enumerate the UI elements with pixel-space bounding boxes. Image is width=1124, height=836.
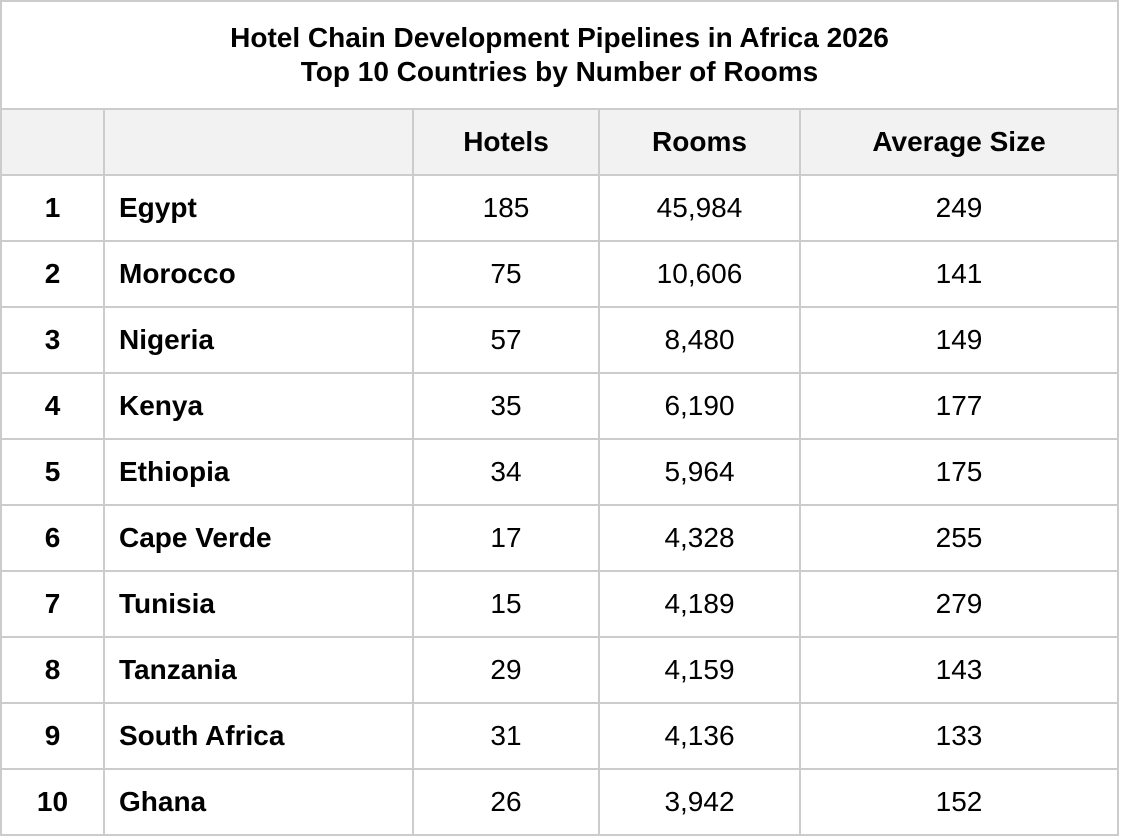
row-rank: 5 <box>0 438 105 506</box>
row-country: Cape Verde <box>103 504 414 572</box>
row-country: Ethiopia <box>103 438 414 506</box>
row-rooms: 3,942 <box>598 768 801 836</box>
table-row: 8 Tanzania 29 4,159 143 <box>0 636 1120 704</box>
table-title-row: Hotel Chain Development Pipelines in Afr… <box>0 0 1120 110</box>
header-hotels: Hotels <box>412 108 600 176</box>
header-country <box>103 108 414 176</box>
row-hotels: 35 <box>412 372 600 440</box>
row-rank: 4 <box>0 372 105 440</box>
row-country: Morocco <box>103 240 414 308</box>
row-country: Tanzania <box>103 636 414 704</box>
title-line-2: Top 10 Countries by Number of Rooms <box>300 56 819 87</box>
row-rank: 6 <box>0 504 105 572</box>
row-rooms: 6,190 <box>598 372 801 440</box>
row-rooms: 10,606 <box>598 240 801 308</box>
table-row: 9 South Africa 31 4,136 133 <box>0 702 1120 770</box>
row-hotels: 185 <box>412 174 600 242</box>
row-country: Ghana <box>103 768 414 836</box>
row-hotels: 75 <box>412 240 600 308</box>
table-row: 5 Ethiopia 34 5,964 175 <box>0 438 1120 506</box>
row-country: Tunisia <box>103 570 414 638</box>
row-rooms: 4,189 <box>598 570 801 638</box>
row-rank: 8 <box>0 636 105 704</box>
row-rank: 7 <box>0 570 105 638</box>
row-average-size: 249 <box>798 174 1120 242</box>
row-average-size: 255 <box>798 504 1120 572</box>
row-average-size: 149 <box>798 306 1120 374</box>
row-rooms: 5,964 <box>598 438 801 506</box>
table-header-row: Hotels Rooms Average Size <box>0 108 1120 176</box>
row-rooms: 4,136 <box>598 702 801 770</box>
header-average-size: Average Size <box>798 108 1120 176</box>
row-hotels: 31 <box>412 702 600 770</box>
row-rank: 3 <box>0 306 105 374</box>
row-average-size: 279 <box>798 570 1120 638</box>
row-country: Egypt <box>103 174 414 242</box>
row-rank: 1 <box>0 174 105 242</box>
row-average-size: 133 <box>798 702 1120 770</box>
table-title: Hotel Chain Development Pipelines in Afr… <box>0 0 1120 110</box>
table-row: 1 Egypt 185 45,984 249 <box>0 174 1120 242</box>
row-average-size: 143 <box>798 636 1120 704</box>
row-hotels: 17 <box>412 504 600 572</box>
row-rank: 9 <box>0 702 105 770</box>
row-rank: 2 <box>0 240 105 308</box>
table-row: 2 Morocco 75 10,606 141 <box>0 240 1120 308</box>
row-average-size: 177 <box>798 372 1120 440</box>
row-hotels: 29 <box>412 636 600 704</box>
table-row: 3 Nigeria 57 8,480 149 <box>0 306 1120 374</box>
row-average-size: 141 <box>798 240 1120 308</box>
title-line-1: Hotel Chain Development Pipelines in Afr… <box>230 22 889 53</box>
row-rank: 10 <box>0 768 105 836</box>
row-rooms: 4,159 <box>598 636 801 704</box>
table-row: 7 Tunisia 15 4,189 279 <box>0 570 1120 638</box>
row-country: South Africa <box>103 702 414 770</box>
row-rooms: 45,984 <box>598 174 801 242</box>
table-row: 10 Ghana 26 3,942 152 <box>0 768 1120 836</box>
row-country: Nigeria <box>103 306 414 374</box>
table-row: 6 Cape Verde 17 4,328 255 <box>0 504 1120 572</box>
row-rooms: 4,328 <box>598 504 801 572</box>
row-average-size: 152 <box>798 768 1120 836</box>
row-rooms: 8,480 <box>598 306 801 374</box>
row-country: Kenya <box>103 372 414 440</box>
table-row: 4 Kenya 35 6,190 177 <box>0 372 1120 440</box>
header-rank <box>0 108 105 176</box>
row-hotels: 15 <box>412 570 600 638</box>
header-rooms: Rooms <box>598 108 801 176</box>
row-hotels: 57 <box>412 306 600 374</box>
row-average-size: 175 <box>798 438 1120 506</box>
row-hotels: 34 <box>412 438 600 506</box>
row-hotels: 26 <box>412 768 600 836</box>
